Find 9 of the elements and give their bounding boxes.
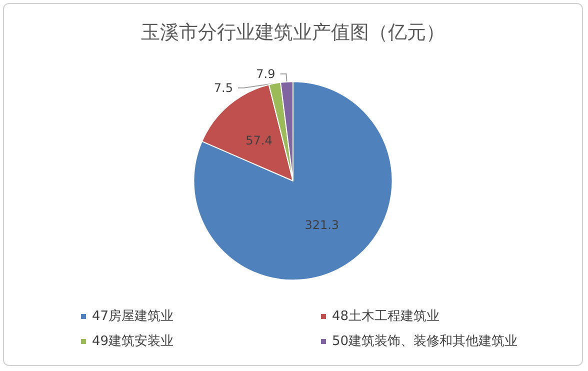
legend-label: 49建筑安装业 [92, 333, 174, 349]
data-label: 57.4 [246, 134, 272, 148]
chart-title: 玉溪市分行业建筑业产值图（亿元） [141, 22, 445, 44]
data-label: 321.3 [304, 218, 340, 232]
data-label: 7.9 [256, 66, 276, 81]
legend-label: 47房屋建筑业 [92, 308, 174, 324]
legend-label: 50建筑装饰、装修和其他建筑业 [332, 334, 518, 349]
legend-label: 48土木工程建筑业 [332, 309, 440, 324]
data-label: 7.5 [214, 80, 233, 95]
